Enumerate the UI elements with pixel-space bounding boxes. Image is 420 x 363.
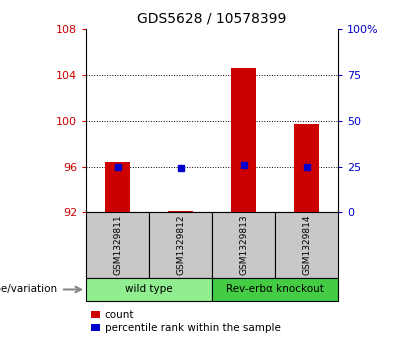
- Title: GDS5628 / 10578399: GDS5628 / 10578399: [137, 11, 287, 25]
- Text: wild type: wild type: [125, 285, 173, 294]
- Bar: [86, 212, 149, 278]
- Bar: [168, 211, 193, 212]
- Bar: [149, 212, 212, 278]
- Text: Rev-erbα knockout: Rev-erbα knockout: [226, 285, 324, 294]
- Text: GSM1329813: GSM1329813: [239, 215, 248, 276]
- Legend: count, percentile rank within the sample: count, percentile rank within the sample: [91, 310, 281, 333]
- Text: GSM1329811: GSM1329811: [113, 215, 122, 276]
- Bar: [294, 124, 319, 212]
- Bar: [86, 278, 212, 301]
- Text: GSM1329812: GSM1329812: [176, 215, 185, 275]
- Bar: [105, 162, 130, 212]
- Bar: [212, 212, 275, 278]
- Text: GSM1329814: GSM1329814: [302, 215, 311, 275]
- Bar: [212, 278, 338, 301]
- Text: genotype/variation: genotype/variation: [0, 285, 58, 294]
- Bar: [231, 68, 256, 212]
- Bar: [275, 212, 338, 278]
